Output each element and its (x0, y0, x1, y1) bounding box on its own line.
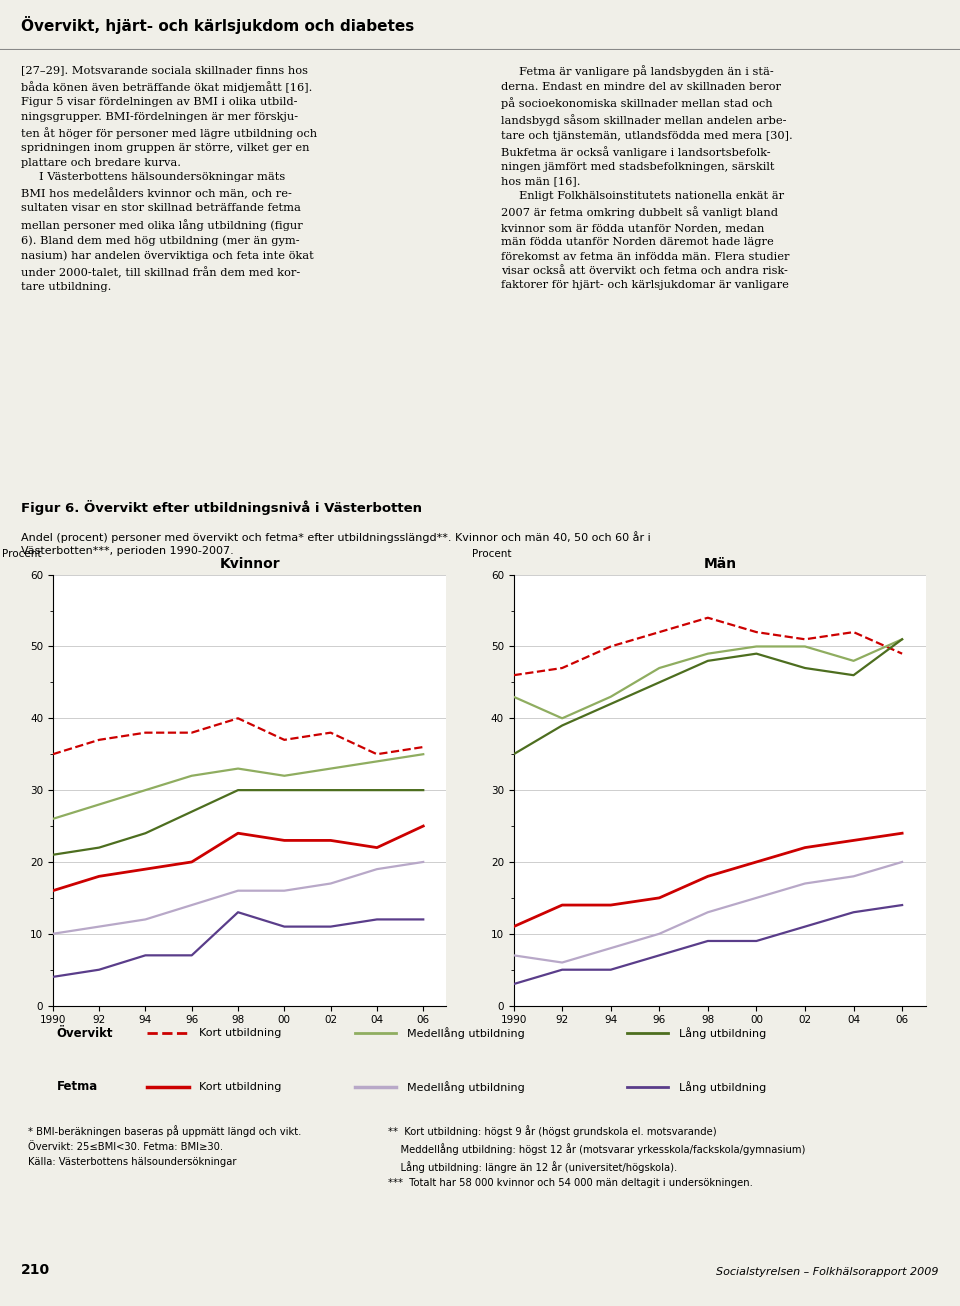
Text: Figur 6. Övervikt efter utbildningsnivå i Västerbotten: Figur 6. Övervikt efter utbildningsnivå … (21, 500, 422, 515)
Text: Kort utbildning: Kort utbildning (200, 1028, 281, 1038)
Text: Socialstyrelsen – Folkhälsorapport 2009: Socialstyrelsen – Folkhälsorapport 2009 (716, 1267, 939, 1277)
Text: * BMI-beräkningen baseras på uppmätt längd och vikt.
Övervikt: 25≤BMI<30. Fetma:: * BMI-beräkningen baseras på uppmätt län… (29, 1126, 301, 1166)
Text: Andel (procent) personer med övervikt och fetma* efter utbildningsslängd**. Kvin: Andel (procent) personer med övervikt oc… (21, 530, 651, 556)
Text: Lång utbildning: Lång utbildning (679, 1080, 766, 1093)
Text: Fetma: Fetma (57, 1080, 98, 1093)
Text: Kort utbildning: Kort utbildning (200, 1081, 281, 1092)
Text: Övervikt, hjärt- och kärlsjukdom och diabetes: Övervikt, hjärt- och kärlsjukdom och dia… (21, 16, 415, 34)
Text: Procent: Procent (2, 549, 41, 559)
Text: Procent: Procent (472, 549, 512, 559)
Title: Män: Män (704, 556, 736, 571)
Title: Kvinnor: Kvinnor (219, 556, 280, 571)
Text: Fetma är vanligare på landsbygden än i stä-
derna. Endast en mindre del av skill: Fetma är vanligare på landsbygden än i s… (501, 65, 793, 290)
Text: [27–29]. Motsvarande sociala skillnader finns hos
båda könen även beträffande ök: [27–29]. Motsvarande sociala skillnader … (21, 65, 317, 293)
Text: Lång utbildning: Lång utbildning (679, 1027, 766, 1040)
Text: Medellång utbildning: Medellång utbildning (407, 1080, 524, 1093)
Text: **  Kort utbildning: högst 9 år (högst grundskola el. motsvarande)
    Meddellån: ** Kort utbildning: högst 9 år (högst gr… (388, 1126, 805, 1187)
Text: Medellång utbildning: Medellång utbildning (407, 1027, 524, 1040)
Text: Övervikt: Övervikt (57, 1027, 113, 1040)
Text: 210: 210 (21, 1263, 50, 1277)
